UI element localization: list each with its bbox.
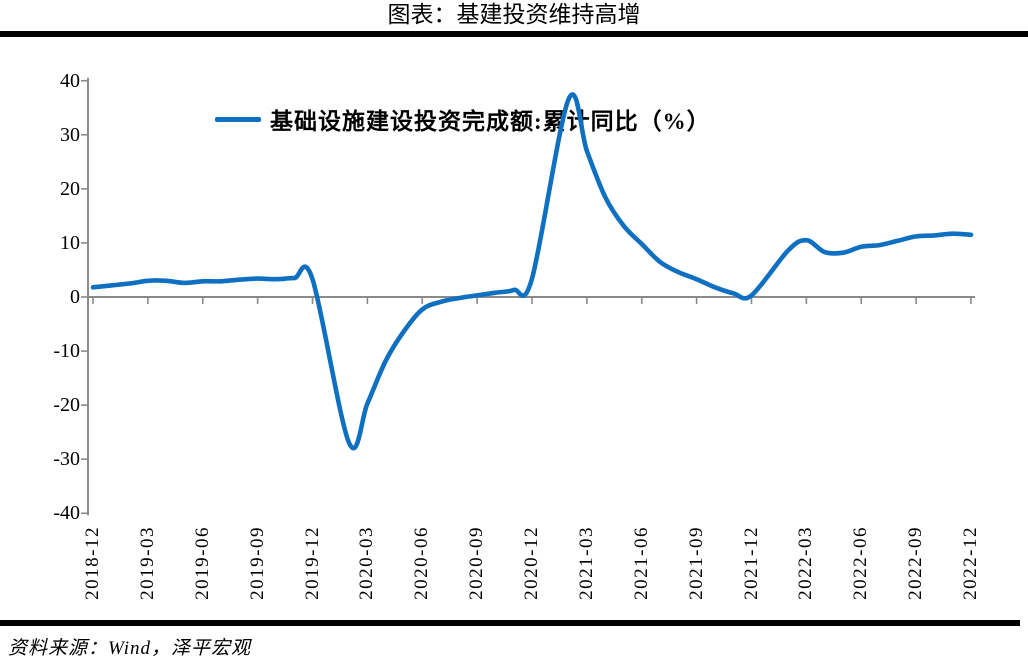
- y-axis-label: -40: [53, 502, 80, 525]
- x-axis-label: 2020-06: [411, 526, 433, 600]
- legend-line-swatch: [215, 117, 261, 122]
- source-note: 资料来源：Wind，泽平宏观: [8, 638, 252, 659]
- y-axis-label: 20: [60, 177, 80, 200]
- chart-title: 图表：基建投资维持高增: [387, 2, 641, 27]
- x-axis-label: 2020-03: [356, 526, 378, 600]
- bottom-rule: [0, 620, 1020, 626]
- x-axis-label: 2019-12: [301, 526, 323, 600]
- x-axis-label: 2019-09: [246, 526, 268, 600]
- x-axis-label: 2021-12: [740, 526, 762, 600]
- x-axis-label: 2021-06: [630, 526, 652, 600]
- x-axis-label: 2022-09: [905, 526, 927, 600]
- y-axis-label: -10: [53, 340, 80, 363]
- series-line: [90, 92, 974, 451]
- x-axis-label: 2021-03: [575, 526, 597, 600]
- x-axis-label: 2022-03: [795, 526, 817, 600]
- y-axis-label: -20: [53, 394, 80, 417]
- y-axis-label: 0: [70, 286, 80, 308]
- x-axis-label: 2019-03: [136, 526, 158, 600]
- x-axis-label: 2022-06: [850, 526, 872, 600]
- x-axis-label: 2021-09: [685, 526, 707, 600]
- x-axis-label: 2019-06: [191, 526, 213, 600]
- x-axis-label: 2020-09: [466, 526, 488, 600]
- x-axis-label: 2018-12: [82, 526, 103, 600]
- y-axis-label: 40: [60, 69, 80, 92]
- x-axis-label: 2022-12: [960, 526, 981, 600]
- top-rule: [0, 31, 1028, 37]
- legend-label: 基础设施建设投资完成额:累计同比（%）: [270, 109, 711, 134]
- y-axis-label: 10: [60, 231, 80, 254]
- y-axis-label: -30: [53, 448, 80, 471]
- y-axis-label: 30: [60, 123, 80, 146]
- x-axis-label: 2020-12: [521, 526, 542, 600]
